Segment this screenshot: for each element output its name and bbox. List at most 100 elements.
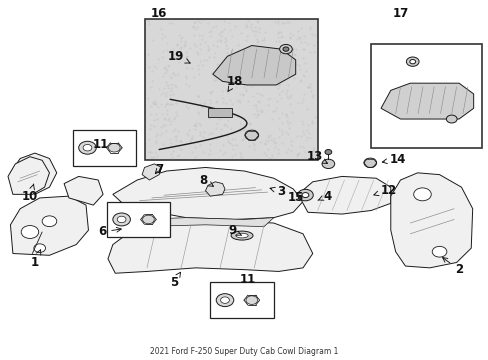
Point bbox=[267, 55, 275, 61]
Point bbox=[163, 47, 170, 53]
Point bbox=[274, 20, 282, 26]
Point bbox=[268, 152, 276, 158]
Point bbox=[266, 58, 274, 63]
Point bbox=[301, 39, 308, 45]
Point bbox=[151, 140, 159, 146]
Point bbox=[252, 114, 260, 120]
Point bbox=[248, 27, 256, 32]
Point bbox=[233, 42, 241, 48]
Point bbox=[218, 89, 226, 94]
Point bbox=[144, 136, 152, 141]
Point bbox=[176, 98, 184, 103]
Point bbox=[179, 43, 187, 49]
Point bbox=[165, 101, 173, 107]
Point bbox=[216, 126, 224, 132]
Point bbox=[310, 114, 318, 120]
Point bbox=[260, 37, 268, 42]
Point bbox=[193, 51, 201, 57]
Point bbox=[145, 64, 153, 70]
Point bbox=[161, 104, 168, 109]
Point bbox=[272, 66, 280, 71]
Point bbox=[152, 66, 160, 71]
Point bbox=[163, 112, 171, 117]
Point bbox=[278, 121, 285, 126]
Point bbox=[297, 118, 305, 124]
Point bbox=[168, 91, 176, 97]
Point bbox=[200, 129, 208, 135]
Point bbox=[213, 109, 221, 115]
Point bbox=[166, 151, 174, 157]
Point bbox=[308, 92, 316, 98]
Point bbox=[232, 84, 240, 90]
Point bbox=[262, 71, 270, 77]
Point bbox=[240, 84, 248, 90]
Point bbox=[179, 98, 186, 103]
Polygon shape bbox=[10, 153, 57, 194]
Point bbox=[305, 24, 313, 30]
Point bbox=[299, 128, 306, 134]
Point bbox=[245, 120, 253, 126]
Point bbox=[146, 111, 154, 117]
Point bbox=[299, 55, 306, 61]
Point bbox=[231, 142, 239, 148]
Point bbox=[247, 84, 255, 89]
Point bbox=[183, 65, 191, 71]
Point bbox=[260, 150, 267, 156]
Point bbox=[166, 140, 174, 146]
Point bbox=[290, 51, 298, 57]
Point bbox=[163, 107, 171, 113]
Point bbox=[187, 66, 195, 71]
Point bbox=[223, 112, 231, 118]
Point bbox=[252, 36, 260, 42]
Point bbox=[225, 111, 233, 117]
Point bbox=[188, 149, 196, 154]
Point bbox=[217, 28, 225, 34]
Point bbox=[281, 112, 289, 117]
Circle shape bbox=[302, 193, 308, 198]
Point bbox=[200, 58, 207, 63]
Point bbox=[199, 149, 206, 155]
Point bbox=[190, 19, 198, 24]
Point bbox=[297, 77, 305, 83]
Point bbox=[242, 61, 250, 67]
Point bbox=[255, 91, 263, 96]
Point bbox=[239, 91, 246, 97]
Point bbox=[277, 111, 285, 116]
Point bbox=[227, 142, 235, 148]
Point bbox=[307, 118, 315, 124]
Point bbox=[295, 35, 303, 41]
Point bbox=[215, 116, 223, 121]
Point bbox=[185, 138, 193, 144]
Point bbox=[224, 89, 231, 95]
Point bbox=[285, 102, 293, 107]
Point bbox=[227, 78, 235, 84]
Text: 13: 13 bbox=[306, 150, 327, 163]
Point bbox=[213, 98, 221, 104]
Point bbox=[302, 138, 309, 143]
Point bbox=[183, 130, 190, 136]
Point bbox=[243, 33, 250, 39]
Point bbox=[274, 38, 282, 44]
Point bbox=[209, 24, 217, 30]
Point bbox=[220, 26, 227, 32]
Point bbox=[226, 140, 234, 146]
Point bbox=[242, 55, 249, 61]
Bar bbox=[73, 130, 136, 166]
Point bbox=[276, 96, 284, 102]
Point bbox=[189, 41, 197, 47]
Point bbox=[264, 103, 271, 108]
Point bbox=[183, 53, 190, 59]
Point bbox=[258, 51, 265, 57]
Point bbox=[251, 24, 259, 30]
Point bbox=[198, 32, 206, 38]
Point bbox=[196, 132, 204, 138]
Point bbox=[248, 63, 256, 68]
Point bbox=[284, 122, 291, 127]
Point bbox=[159, 141, 167, 147]
Point bbox=[222, 57, 230, 63]
Point bbox=[175, 152, 183, 158]
Point bbox=[284, 131, 291, 137]
Point bbox=[143, 95, 151, 100]
Point bbox=[182, 103, 190, 109]
Circle shape bbox=[117, 216, 126, 223]
